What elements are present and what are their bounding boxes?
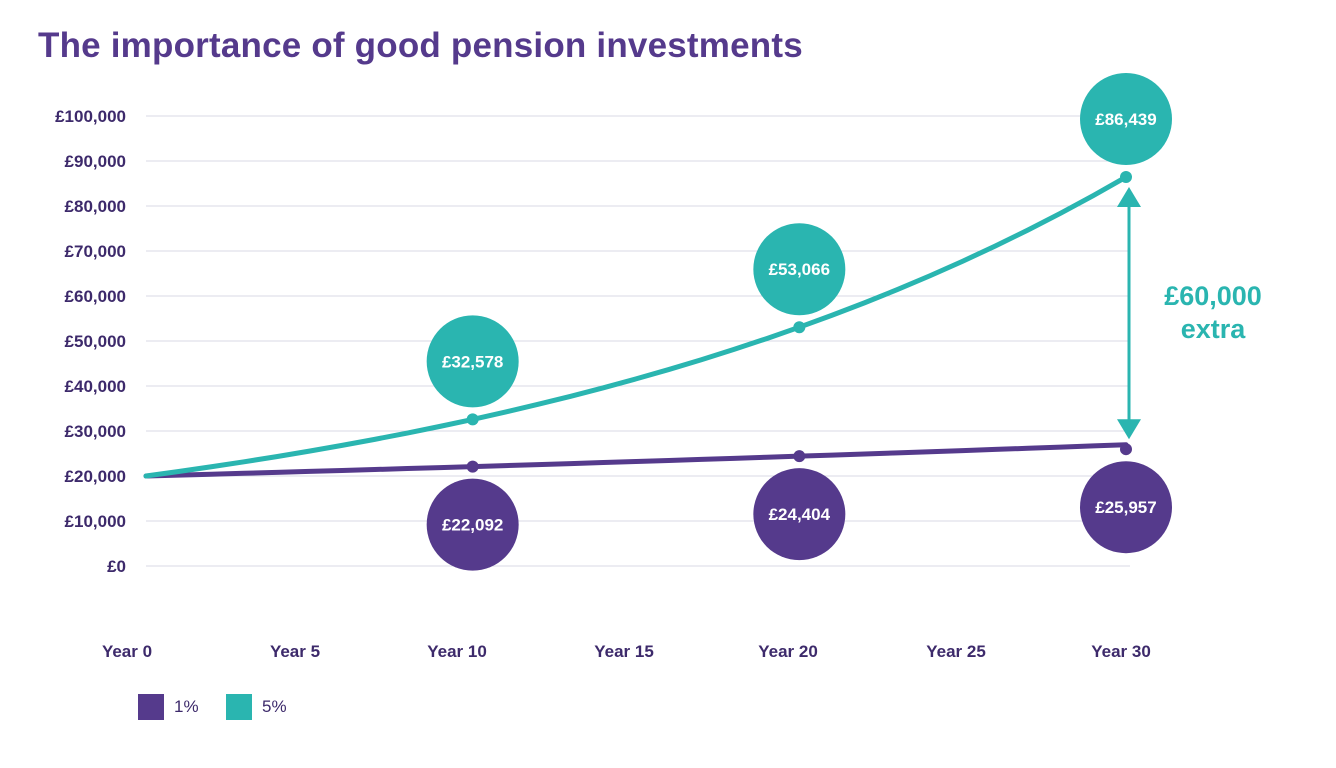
bubble-circle — [1080, 73, 1172, 166]
legend-item-1-percent: 1% — [138, 694, 199, 720]
y-tick-label: £10,000 — [65, 512, 126, 531]
y-tick-label: £50,000 — [65, 332, 126, 351]
data-label: £25,957 — [1095, 498, 1156, 517]
data-point — [1120, 443, 1132, 456]
series-line-5-percent — [143, 174, 1129, 479]
value-bubble: £24,404 — [753, 468, 846, 561]
arrow-head-down — [1117, 419, 1141, 440]
x-axis-labels: Year 0 Year 5 Year 10 Year 15 Year 20 Year 25… — [102, 642, 1151, 661]
arrow-head-up — [1117, 187, 1141, 208]
legend-swatch-1-percent — [138, 694, 164, 720]
data-point — [466, 460, 479, 473]
x-tick-label: Year 30 — [1091, 642, 1151, 661]
value-bubble: £22,092 — [426, 478, 519, 571]
value-bubble: £32,578 — [426, 315, 519, 408]
data-point — [466, 413, 479, 426]
y-axis-labels: £0 £10,000 £20,000 £30,000 £40,000 £50,000 £60… — [55, 107, 126, 576]
data-label: £86,439 — [1095, 110, 1156, 129]
difference-extra-text: extra — [1180, 314, 1246, 344]
data-point — [1120, 171, 1132, 184]
value-bubble: £86,439 — [1080, 73, 1172, 166]
data-label: £24,404 — [769, 505, 831, 524]
x-tick-label: Year 10 — [427, 642, 487, 661]
chart-title: The importance of good pension investmen… — [38, 26, 803, 65]
y-tick-label: £0 — [107, 557, 126, 576]
legend-swatch-5-percent — [226, 694, 252, 720]
difference-arrow — [1117, 187, 1141, 440]
legend-label-5-percent: 5% — [262, 697, 287, 716]
legend-item-5-percent: 5% — [226, 694, 287, 720]
y-tick-label: £70,000 — [65, 242, 126, 261]
y-tick-label: £60,000 — [65, 287, 126, 306]
x-tick-label: Year 15 — [594, 642, 654, 661]
value-bubble: £53,066 — [753, 223, 846, 316]
y-tick-label: £40,000 — [65, 377, 126, 396]
bubble-circle — [753, 468, 846, 561]
grid-lines — [146, 115, 1130, 567]
data-point — [793, 321, 806, 334]
bubble-circle — [753, 223, 846, 316]
value-bubbles: £22,092 £24,404 £25,957 £32,578 £53,066 £86,4… — [426, 73, 1172, 571]
bubble-circle — [426, 478, 519, 571]
value-bubble: £25,957 — [1080, 461, 1172, 554]
series-lines — [143, 174, 1129, 479]
bubble-circle — [426, 315, 519, 408]
difference-amount: £60,000 — [1164, 281, 1262, 311]
y-tick-label: £90,000 — [65, 152, 126, 171]
x-tick-label: Year 20 — [758, 642, 818, 661]
data-point — [793, 450, 806, 463]
legend-label-1-percent: 1% — [174, 697, 199, 716]
x-tick-label: Year 5 — [270, 642, 320, 661]
bubble-circle — [1080, 461, 1172, 554]
y-tick-label: £30,000 — [65, 422, 126, 441]
data-label: £32,578 — [442, 352, 503, 371]
x-tick-label: Year 25 — [926, 642, 986, 661]
data-label: £53,066 — [769, 260, 830, 279]
series-points — [466, 171, 1132, 473]
difference-annotation: £60,000 extra — [1138, 280, 1288, 346]
series-line-1-percent — [143, 442, 1129, 479]
x-tick-label: Year 0 — [102, 642, 152, 661]
y-tick-label: £20,000 — [65, 467, 126, 486]
y-tick-label: £100,000 — [55, 107, 126, 126]
data-label: £22,092 — [442, 516, 503, 535]
y-tick-label: £80,000 — [65, 197, 126, 216]
